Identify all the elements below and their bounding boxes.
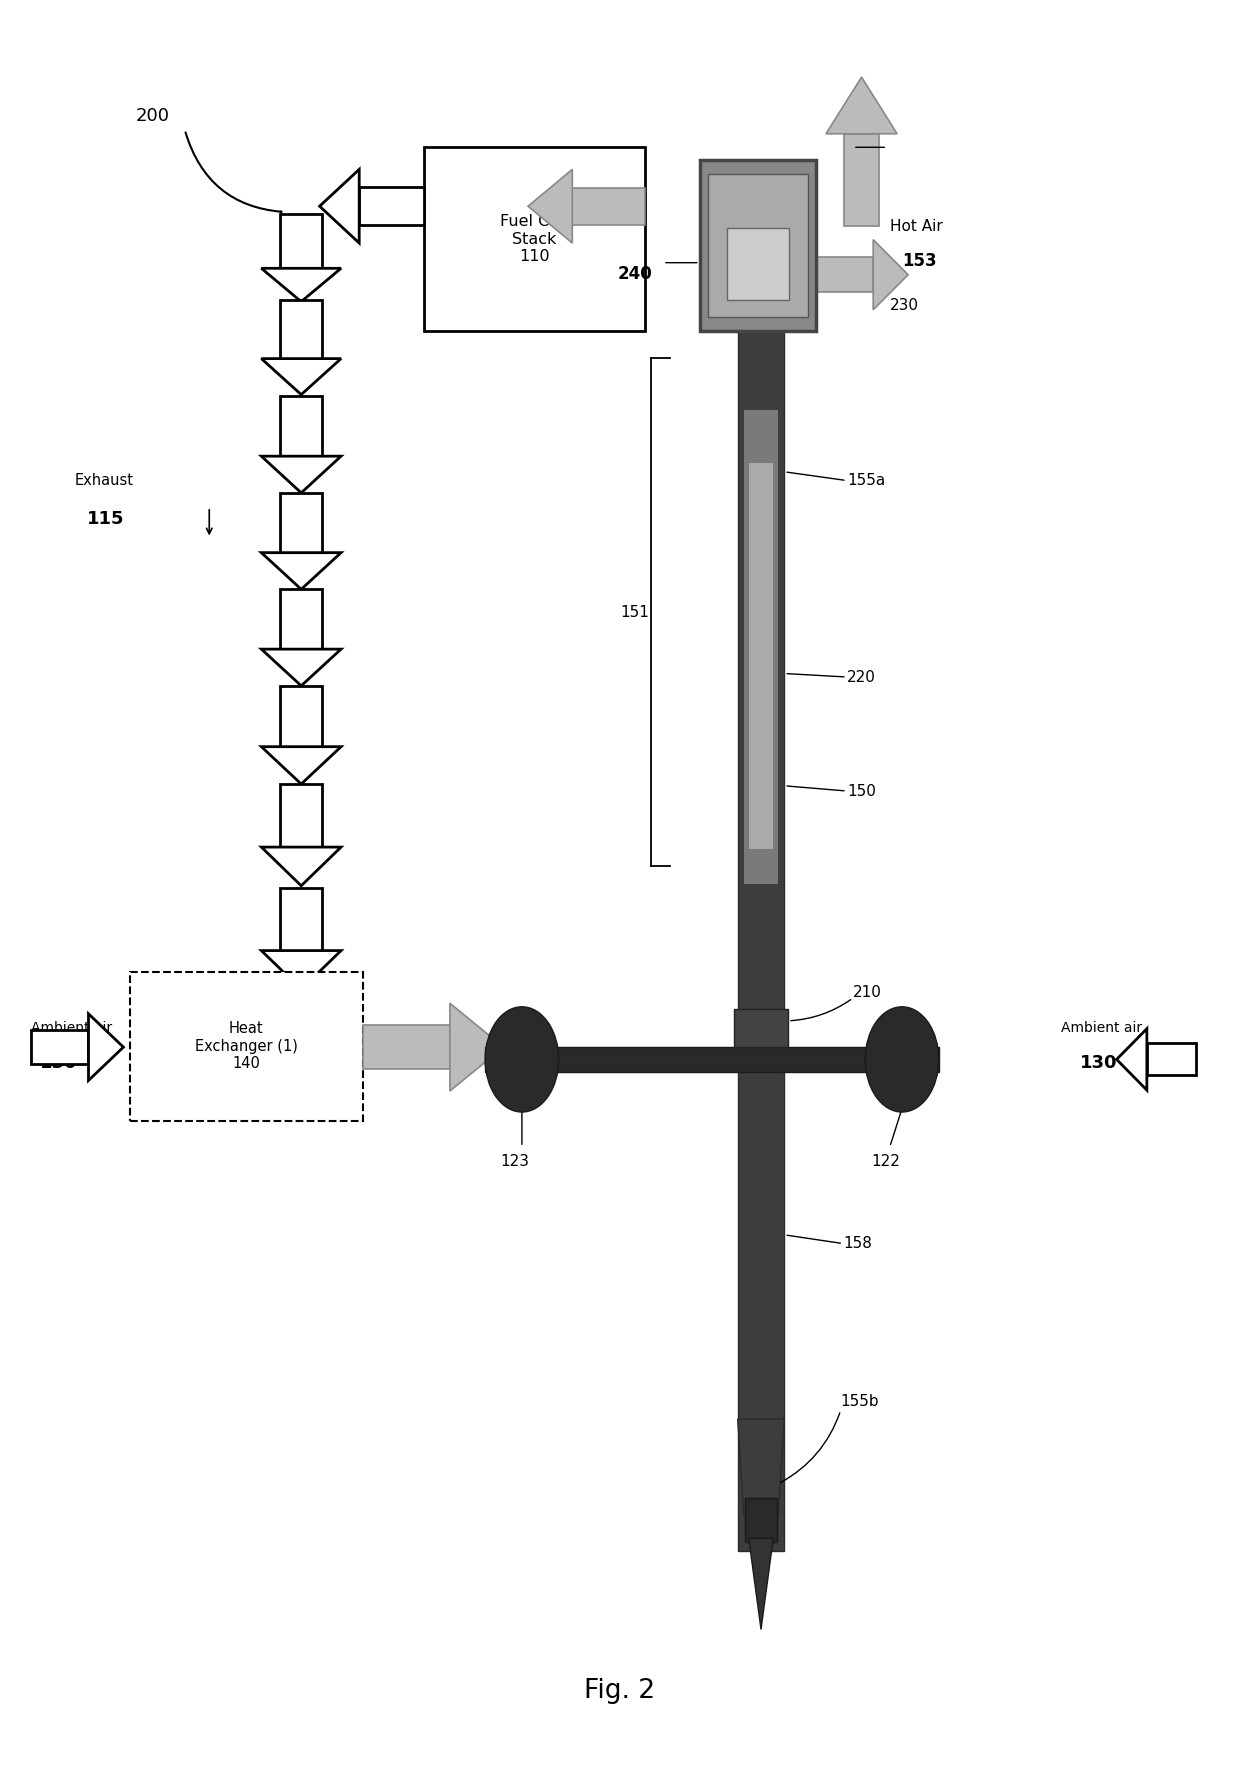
Polygon shape [262, 553, 341, 589]
Text: 151: 151 [620, 605, 649, 619]
Text: 115: 115 [87, 511, 124, 529]
Polygon shape [749, 1538, 774, 1630]
Polygon shape [450, 1002, 503, 1091]
Text: 153: 153 [901, 253, 936, 271]
Polygon shape [262, 649, 341, 686]
Polygon shape [88, 1013, 124, 1080]
FancyBboxPatch shape [744, 410, 779, 884]
Text: Fig. 2: Fig. 2 [584, 1678, 656, 1704]
FancyBboxPatch shape [31, 1029, 88, 1064]
Text: Exhaust: Exhaust [74, 474, 134, 488]
Text: 210: 210 [853, 985, 882, 1001]
Text: 122: 122 [872, 1155, 900, 1169]
Polygon shape [738, 1420, 784, 1515]
Polygon shape [262, 951, 341, 990]
FancyBboxPatch shape [280, 888, 322, 951]
Polygon shape [262, 746, 341, 783]
Polygon shape [843, 134, 879, 226]
Text: 230: 230 [890, 297, 919, 313]
FancyBboxPatch shape [280, 214, 322, 269]
Text: 158: 158 [843, 1236, 872, 1252]
FancyBboxPatch shape [280, 783, 322, 847]
FancyBboxPatch shape [280, 493, 322, 553]
Text: 130: 130 [40, 1054, 78, 1071]
FancyBboxPatch shape [699, 159, 816, 331]
Text: 240: 240 [618, 265, 652, 283]
Polygon shape [528, 170, 573, 242]
Polygon shape [262, 359, 341, 394]
Polygon shape [826, 78, 897, 134]
Text: Ambient air: Ambient air [1061, 1020, 1142, 1034]
FancyBboxPatch shape [727, 228, 789, 301]
Text: Ambient air: Ambient air [31, 1020, 113, 1034]
FancyBboxPatch shape [280, 589, 322, 649]
FancyBboxPatch shape [485, 1047, 939, 1071]
Text: 130: 130 [1080, 1054, 1117, 1071]
Circle shape [866, 1006, 939, 1112]
Text: Hot Air: Hot Air [890, 219, 942, 233]
FancyArrowPatch shape [186, 133, 281, 212]
FancyBboxPatch shape [424, 147, 645, 331]
FancyBboxPatch shape [738, 262, 784, 1551]
FancyBboxPatch shape [708, 173, 807, 318]
FancyBboxPatch shape [734, 1008, 787, 1047]
Polygon shape [1116, 1029, 1147, 1091]
Polygon shape [573, 187, 645, 225]
Text: 155a: 155a [847, 474, 885, 488]
FancyBboxPatch shape [280, 396, 322, 456]
Text: Fuel Cell
Stack
110: Fuel Cell Stack 110 [500, 214, 568, 263]
Text: 200: 200 [135, 106, 170, 126]
Circle shape [485, 1006, 559, 1112]
FancyBboxPatch shape [280, 686, 322, 746]
Polygon shape [320, 170, 360, 242]
Polygon shape [262, 269, 341, 302]
Polygon shape [873, 240, 908, 309]
FancyBboxPatch shape [745, 1497, 777, 1542]
FancyBboxPatch shape [360, 187, 424, 225]
FancyBboxPatch shape [749, 463, 774, 849]
Text: 150: 150 [847, 783, 875, 799]
Text: 155b: 155b [841, 1393, 879, 1409]
Polygon shape [262, 847, 341, 886]
FancyBboxPatch shape [1147, 1043, 1197, 1075]
Text: Heat
Exchanger (1)
140: Heat Exchanger (1) 140 [195, 1022, 298, 1071]
Polygon shape [262, 456, 341, 493]
Polygon shape [816, 256, 873, 292]
Text: 220: 220 [847, 670, 875, 684]
Polygon shape [362, 1025, 450, 1070]
FancyBboxPatch shape [280, 301, 322, 359]
FancyBboxPatch shape [129, 972, 362, 1121]
Text: 123: 123 [500, 1155, 528, 1169]
